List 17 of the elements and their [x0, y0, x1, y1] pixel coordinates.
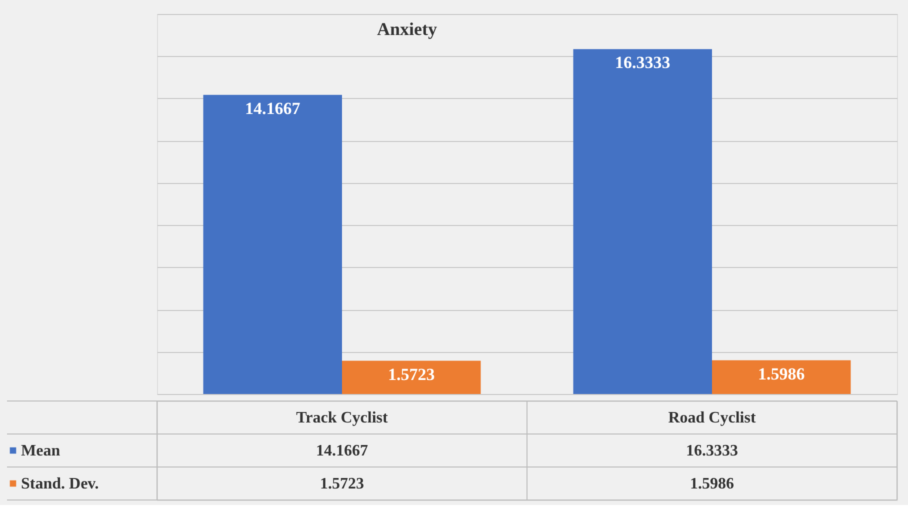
bar	[203, 94, 342, 394]
data-label: 1.5986	[690, 476, 734, 492]
bar	[712, 360, 851, 394]
bar	[573, 49, 712, 394]
legend-label: Stand. Dev.	[21, 476, 99, 492]
annotation: 1.5986	[758, 364, 805, 384]
data-label: 14.1667	[316, 442, 368, 460]
annotation: 16.3333	[615, 53, 670, 72]
x-tick-label: Track Cyclist	[296, 410, 389, 426]
x-tick-label: Road Cyclist	[668, 410, 756, 426]
annotation: 1.5723	[388, 364, 435, 384]
data-label: 16.3333	[686, 442, 738, 460]
chart-title: Anxiety	[377, 19, 437, 39]
annotation: 14.1667	[245, 98, 301, 118]
legend-label: Mean	[21, 442, 60, 460]
data-label: 1.5723	[320, 476, 364, 492]
bar	[342, 360, 481, 394]
